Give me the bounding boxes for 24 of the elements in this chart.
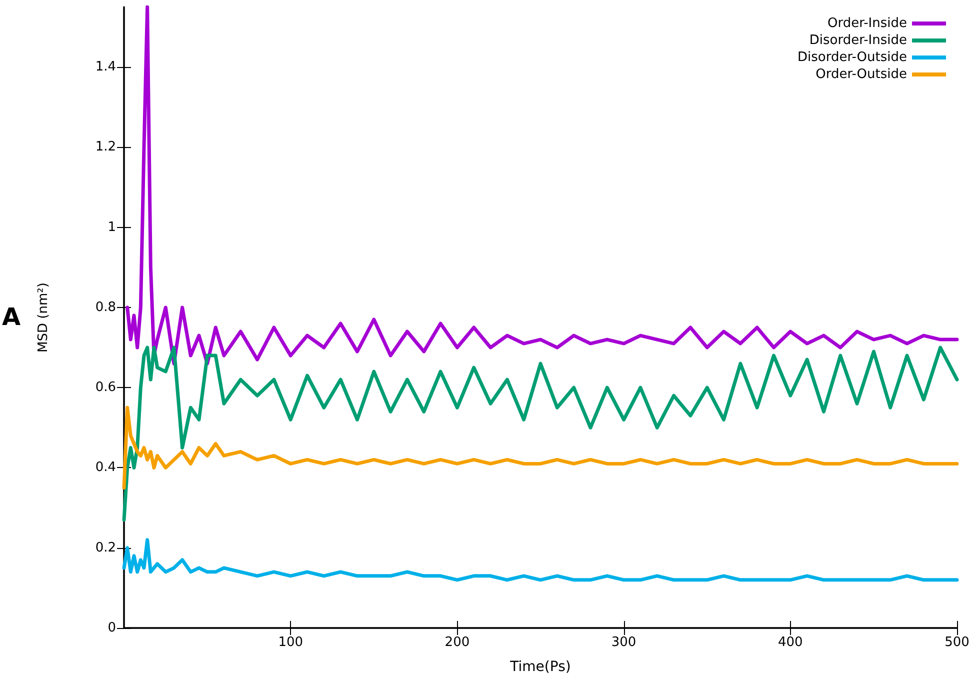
line-series bbox=[122, 346, 959, 522]
x-tick-label: 200 bbox=[444, 635, 470, 650]
y-tick-label: 0.6 bbox=[95, 380, 116, 396]
x-axis-title: Time(Ps) bbox=[509, 659, 571, 675]
y-axis-title: MSD (nm²) bbox=[36, 282, 51, 352]
legend-label: Order-Outside bbox=[816, 67, 907, 82]
y-tick-label: 0 bbox=[108, 620, 116, 636]
x-tick-label: 400 bbox=[778, 635, 803, 650]
line-series bbox=[126, 5, 959, 366]
y-tick-label: 0.8 bbox=[95, 300, 116, 315]
legend-label: Disorder-Inside bbox=[809, 33, 907, 48]
x-tick-label: 500 bbox=[944, 635, 970, 650]
legend-label: Order-Inside bbox=[827, 16, 907, 31]
line-series bbox=[122, 538, 959, 582]
y-tick-label: 1 bbox=[108, 220, 116, 235]
x-tick-label: 100 bbox=[278, 635, 304, 650]
legend-label: Disorder-Outside bbox=[798, 50, 907, 65]
y-tick-label: 0.4 bbox=[95, 460, 116, 476]
y-tick-label: 1.2 bbox=[95, 140, 116, 155]
line-series bbox=[122, 406, 959, 490]
x-tick-label: 300 bbox=[611, 635, 636, 650]
y-tick-label: 1.4 bbox=[95, 60, 116, 75]
y-tick-label: 0.2 bbox=[95, 540, 116, 556]
text: A bbox=[2, 303, 21, 331]
